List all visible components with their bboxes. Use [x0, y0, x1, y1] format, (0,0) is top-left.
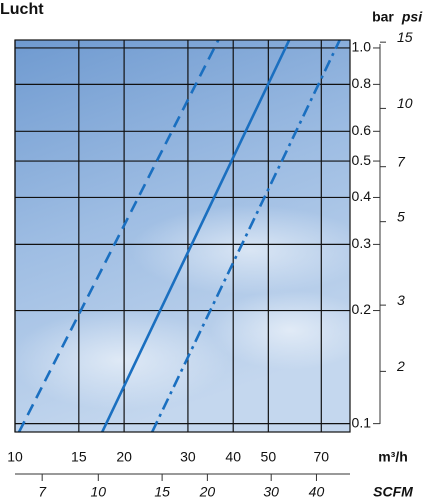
y2-tick-label: 3	[397, 292, 405, 308]
y-axis-label: bar	[372, 9, 394, 25]
y2-tick-label: 15	[397, 29, 413, 45]
y-tick-label: 0.1	[352, 414, 372, 430]
y-tick-label: 0.3	[352, 235, 372, 251]
series-line	[101, 40, 291, 432]
x-tick-label: 15	[71, 449, 87, 465]
x-tick-label: 70	[314, 449, 330, 465]
x2-tick-label: 15	[154, 484, 170, 500]
y2-tick-label: 5	[397, 208, 405, 224]
x2-tick-label: 20	[199, 484, 216, 500]
cloud	[130, 205, 350, 295]
x2-axis-label: SCFM	[373, 484, 413, 500]
plot-frame	[14, 39, 351, 433]
cloud	[15, 310, 230, 410]
series-group	[17, 40, 341, 432]
y2-axis-label: psi	[401, 9, 423, 25]
y-tick-label: 1.0	[352, 39, 372, 55]
series-line	[17, 40, 220, 432]
x-tick-label: 30	[180, 449, 196, 465]
series-line	[150, 40, 341, 432]
x-tick-label: 40	[225, 449, 241, 465]
x-axis-label: m³/h	[378, 449, 408, 465]
cloud	[210, 290, 350, 370]
y-tick-label: 0.2	[352, 301, 372, 317]
x2-tick-label: 30	[263, 484, 279, 500]
y-tick-label: 0.5	[352, 152, 372, 168]
x-tick-label: 10	[7, 449, 23, 465]
y2-tick-label: 7	[397, 153, 406, 169]
x-tick-label: 20	[116, 449, 132, 465]
x2-tick-label: 7	[38, 484, 47, 500]
x-tick-label: 50	[261, 449, 277, 465]
y2-tick-label: 2	[396, 358, 405, 374]
x2-tick-label: 40	[309, 484, 325, 500]
y-tick-label: 0.4	[352, 188, 372, 204]
x2-tick-label: 10	[91, 484, 107, 500]
chart-title: Lucht	[0, 1, 44, 18]
y-tick-label: 0.6	[352, 122, 372, 138]
y-tick-label: 0.8	[352, 75, 372, 91]
y2-tick-label: 10	[397, 95, 413, 111]
